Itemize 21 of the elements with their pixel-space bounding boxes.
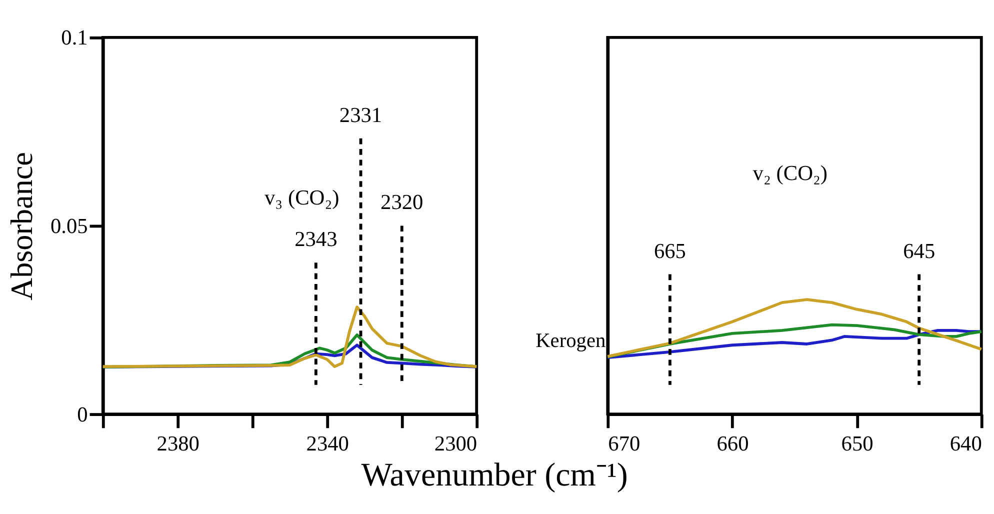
x-tick-label: 2380: [156, 431, 200, 456]
y-tick-label: 0: [77, 402, 88, 426]
line-series: [101, 306, 478, 368]
x-tick-label: 2300: [434, 431, 478, 456]
x-axis-title: Wavenumber (cm⁻¹): [361, 457, 628, 494]
x-tick-label: 660: [716, 431, 749, 456]
y-tick-label: 0.05: [50, 214, 88, 238]
ref-line-label: 665: [654, 238, 686, 263]
ref-line-label: 2320: [380, 190, 424, 214]
text: Kerogen: [536, 330, 606, 352]
x-tick-label: 670: [608, 431, 640, 456]
x-tick-label: 650: [841, 431, 874, 456]
annotation: v₂ (CO₂): [752, 161, 828, 186]
x-tick-label: 640: [950, 431, 982, 456]
annotation: v₃ (CO₂): [264, 185, 340, 210]
x-tick-label: 2340: [306, 431, 349, 456]
ref-line-label: 2343: [294, 227, 338, 252]
y-tick-label: 0.1: [61, 26, 88, 50]
ref-line-label: 645: [903, 238, 936, 263]
ref-line-label: 2331: [339, 102, 382, 127]
y-axis-title: Absorbance: [4, 152, 40, 300]
